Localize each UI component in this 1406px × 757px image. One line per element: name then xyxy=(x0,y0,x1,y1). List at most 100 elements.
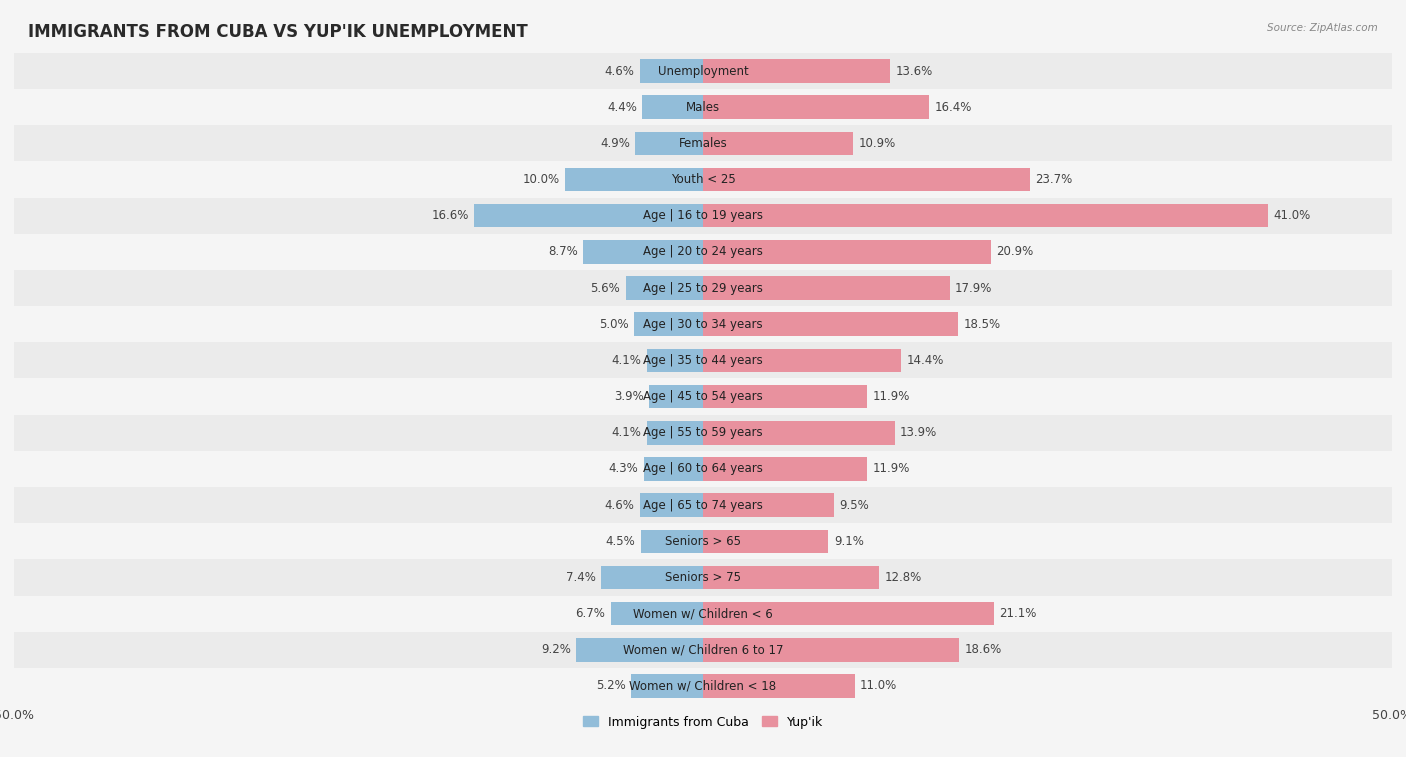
Bar xyxy=(600,565,703,589)
Bar xyxy=(14,306,1392,342)
Text: Youth < 25: Youth < 25 xyxy=(671,173,735,186)
Bar xyxy=(14,270,1392,306)
Bar xyxy=(703,349,901,372)
Bar xyxy=(14,631,1392,668)
Bar xyxy=(644,457,703,481)
Bar xyxy=(703,457,868,481)
Text: 5.2%: 5.2% xyxy=(596,680,626,693)
Text: 4.6%: 4.6% xyxy=(605,64,634,77)
Text: Women w/ Children < 6: Women w/ Children < 6 xyxy=(633,607,773,620)
Text: Source: ZipAtlas.com: Source: ZipAtlas.com xyxy=(1267,23,1378,33)
Bar xyxy=(703,494,834,517)
Text: Age | 16 to 19 years: Age | 16 to 19 years xyxy=(643,209,763,223)
Bar xyxy=(626,276,703,300)
Text: IMMIGRANTS FROM CUBA VS YUP'IK UNEMPLOYMENT: IMMIGRANTS FROM CUBA VS YUP'IK UNEMPLOYM… xyxy=(28,23,527,41)
Text: Age | 45 to 54 years: Age | 45 to 54 years xyxy=(643,390,763,403)
Bar xyxy=(703,529,828,553)
Bar xyxy=(14,668,1392,704)
Text: Age | 25 to 29 years: Age | 25 to 29 years xyxy=(643,282,763,294)
Bar xyxy=(631,674,703,698)
Text: Age | 35 to 44 years: Age | 35 to 44 years xyxy=(643,354,763,367)
Bar xyxy=(474,204,703,228)
Text: 14.4%: 14.4% xyxy=(907,354,945,367)
Text: 41.0%: 41.0% xyxy=(1274,209,1310,223)
Bar xyxy=(14,451,1392,487)
Bar xyxy=(14,342,1392,378)
Bar xyxy=(610,602,703,625)
Text: Age | 60 to 64 years: Age | 60 to 64 years xyxy=(643,463,763,475)
Text: Males: Males xyxy=(686,101,720,114)
Bar xyxy=(583,240,703,263)
Bar xyxy=(703,204,1268,228)
Bar xyxy=(14,415,1392,451)
Bar xyxy=(14,234,1392,270)
Text: 11.0%: 11.0% xyxy=(860,680,897,693)
Bar xyxy=(641,529,703,553)
Bar xyxy=(703,132,853,155)
Bar xyxy=(14,198,1392,234)
Text: 13.9%: 13.9% xyxy=(900,426,938,439)
Bar xyxy=(14,378,1392,415)
Text: Seniors > 65: Seniors > 65 xyxy=(665,534,741,548)
Legend: Immigrants from Cuba, Yup'ik: Immigrants from Cuba, Yup'ik xyxy=(578,711,828,734)
Text: 9.5%: 9.5% xyxy=(839,499,869,512)
Bar xyxy=(636,132,703,155)
Text: 4.1%: 4.1% xyxy=(612,354,641,367)
Bar xyxy=(703,95,929,119)
Bar xyxy=(703,602,994,625)
Text: 16.6%: 16.6% xyxy=(432,209,468,223)
Bar xyxy=(650,385,703,408)
Text: 23.7%: 23.7% xyxy=(1035,173,1073,186)
Text: Age | 20 to 24 years: Age | 20 to 24 years xyxy=(643,245,763,258)
Bar xyxy=(703,565,879,589)
Text: 10.0%: 10.0% xyxy=(523,173,560,186)
Bar xyxy=(576,638,703,662)
Text: 3.9%: 3.9% xyxy=(614,390,644,403)
Text: Age | 65 to 74 years: Age | 65 to 74 years xyxy=(643,499,763,512)
Bar xyxy=(14,89,1392,126)
Text: Seniors > 75: Seniors > 75 xyxy=(665,571,741,584)
Text: 20.9%: 20.9% xyxy=(997,245,1033,258)
Text: 4.9%: 4.9% xyxy=(600,137,630,150)
Text: 4.6%: 4.6% xyxy=(605,499,634,512)
Bar xyxy=(14,53,1392,89)
Bar xyxy=(703,240,991,263)
Text: 21.1%: 21.1% xyxy=(1000,607,1036,620)
Bar xyxy=(565,168,703,192)
Text: 4.5%: 4.5% xyxy=(606,534,636,548)
Bar xyxy=(640,59,703,83)
Text: 17.9%: 17.9% xyxy=(955,282,993,294)
Text: Unemployment: Unemployment xyxy=(658,64,748,77)
Text: Age | 30 to 34 years: Age | 30 to 34 years xyxy=(643,318,763,331)
Bar xyxy=(14,487,1392,523)
Text: 5.6%: 5.6% xyxy=(591,282,620,294)
Bar xyxy=(14,523,1392,559)
Text: Females: Females xyxy=(679,137,727,150)
Text: 7.4%: 7.4% xyxy=(565,571,596,584)
Bar xyxy=(703,313,957,336)
Bar xyxy=(14,596,1392,631)
Bar xyxy=(14,559,1392,596)
Text: Age | 55 to 59 years: Age | 55 to 59 years xyxy=(643,426,763,439)
Text: Women w/ Children 6 to 17: Women w/ Children 6 to 17 xyxy=(623,643,783,656)
Text: 5.0%: 5.0% xyxy=(599,318,628,331)
Bar xyxy=(703,638,959,662)
Text: 9.1%: 9.1% xyxy=(834,534,863,548)
Text: 10.9%: 10.9% xyxy=(859,137,896,150)
Bar xyxy=(643,95,703,119)
Text: Women w/ Children < 18: Women w/ Children < 18 xyxy=(630,680,776,693)
Text: 4.1%: 4.1% xyxy=(612,426,641,439)
Text: 4.4%: 4.4% xyxy=(607,101,637,114)
Text: 18.5%: 18.5% xyxy=(963,318,1001,331)
Text: 4.3%: 4.3% xyxy=(609,463,638,475)
Bar xyxy=(647,421,703,444)
Text: 9.2%: 9.2% xyxy=(541,643,571,656)
Bar xyxy=(640,494,703,517)
Bar xyxy=(703,674,855,698)
Text: 6.7%: 6.7% xyxy=(575,607,605,620)
Text: 11.9%: 11.9% xyxy=(873,390,910,403)
Text: 18.6%: 18.6% xyxy=(965,643,1002,656)
Text: 13.6%: 13.6% xyxy=(896,64,934,77)
Text: 16.4%: 16.4% xyxy=(935,101,972,114)
Bar xyxy=(703,385,868,408)
